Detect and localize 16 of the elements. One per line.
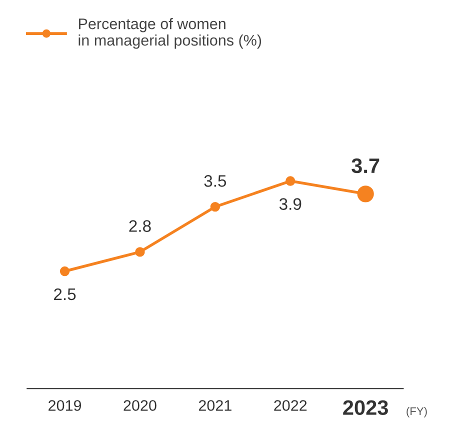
data-label: 3.5 [204,175,226,187]
data-label: 3.9 [279,198,302,210]
x-tick-label: 2019 [48,400,82,411]
point [135,247,145,257]
data-label: 3.7 [352,158,380,174]
point [210,202,220,212]
x-tick-label: 2020 [124,400,156,411]
legend-label: Percentage of women in managerial positions (%) [78,18,262,49]
data-label: 2.8 [129,220,151,232]
x-tick-label: 2022 [274,400,307,411]
x-tick-label: 2021 [198,400,232,411]
x-tick-label: 2023 [343,400,388,416]
point [60,266,70,276]
x-axis-title: (FY) [406,407,427,418]
point [286,176,296,186]
data-label: 2.5 [54,288,76,300]
